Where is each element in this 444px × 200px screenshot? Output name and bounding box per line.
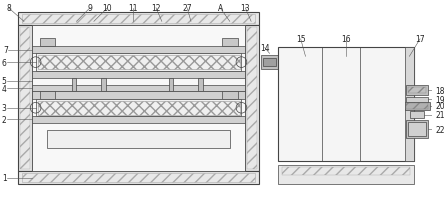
Bar bbox=[18, 26, 32, 171]
Text: 19: 19 bbox=[436, 95, 444, 104]
Text: 9: 9 bbox=[87, 4, 92, 13]
Text: 7: 7 bbox=[4, 46, 8, 55]
Bar bbox=[278, 47, 414, 161]
Bar bbox=[22, 15, 255, 24]
Bar bbox=[32, 117, 246, 124]
Text: 13: 13 bbox=[241, 4, 250, 13]
Bar bbox=[18, 171, 259, 185]
Bar bbox=[101, 78, 106, 92]
Bar bbox=[282, 167, 410, 175]
Bar bbox=[32, 26, 246, 171]
Text: A: A bbox=[218, 4, 223, 13]
Bar bbox=[40, 39, 55, 46]
Text: 6: 6 bbox=[2, 58, 7, 67]
Bar bbox=[32, 46, 246, 54]
Bar bbox=[38, 101, 239, 115]
Bar bbox=[38, 56, 239, 70]
Bar bbox=[408, 88, 426, 94]
Bar bbox=[40, 92, 55, 100]
Bar bbox=[32, 92, 246, 100]
Bar bbox=[247, 28, 257, 169]
Text: 16: 16 bbox=[341, 35, 351, 44]
Text: 14: 14 bbox=[260, 44, 270, 53]
Text: 27: 27 bbox=[182, 4, 192, 13]
Bar bbox=[406, 86, 428, 96]
Bar bbox=[278, 165, 414, 185]
Bar bbox=[410, 111, 424, 119]
Text: 4: 4 bbox=[2, 84, 7, 93]
Text: 20: 20 bbox=[436, 102, 444, 111]
Text: 17: 17 bbox=[415, 35, 425, 44]
Text: 15: 15 bbox=[296, 35, 305, 44]
Bar bbox=[18, 13, 259, 26]
Bar bbox=[404, 47, 414, 161]
Bar bbox=[222, 92, 238, 100]
Bar bbox=[71, 78, 76, 92]
Bar bbox=[246, 26, 259, 171]
Bar bbox=[48, 130, 230, 148]
Bar bbox=[36, 100, 242, 117]
Text: 2: 2 bbox=[2, 115, 7, 124]
Text: 22: 22 bbox=[436, 125, 444, 134]
Bar bbox=[404, 102, 430, 110]
Text: 21: 21 bbox=[436, 110, 444, 119]
Bar bbox=[169, 78, 174, 92]
Bar bbox=[32, 86, 246, 92]
Text: 12: 12 bbox=[151, 4, 161, 13]
Bar bbox=[263, 59, 276, 67]
Bar bbox=[261, 56, 278, 70]
Bar bbox=[36, 54, 242, 72]
Bar bbox=[198, 78, 202, 92]
Bar bbox=[222, 39, 238, 46]
Bar bbox=[406, 98, 428, 102]
Text: 8: 8 bbox=[6, 4, 11, 13]
Bar bbox=[22, 173, 255, 183]
Bar bbox=[20, 28, 30, 169]
Text: 11: 11 bbox=[128, 4, 138, 13]
Text: 10: 10 bbox=[103, 4, 112, 13]
Text: 5: 5 bbox=[2, 77, 7, 86]
Bar bbox=[408, 123, 426, 136]
Bar bbox=[406, 103, 428, 109]
Text: 1: 1 bbox=[2, 173, 7, 182]
Text: 18: 18 bbox=[436, 86, 444, 95]
Bar bbox=[32, 72, 246, 78]
Bar bbox=[406, 121, 428, 138]
Text: 3: 3 bbox=[2, 104, 7, 113]
